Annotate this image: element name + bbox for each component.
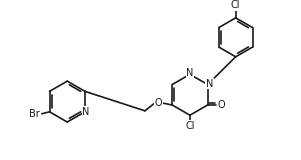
Text: N: N: [186, 68, 194, 78]
Text: Cl: Cl: [231, 0, 240, 10]
Text: O: O: [217, 100, 225, 110]
Text: N: N: [206, 79, 213, 89]
Text: Cl: Cl: [185, 121, 195, 131]
Text: N: N: [82, 107, 90, 117]
Text: Br: Br: [29, 109, 39, 119]
Text: O: O: [155, 98, 163, 108]
